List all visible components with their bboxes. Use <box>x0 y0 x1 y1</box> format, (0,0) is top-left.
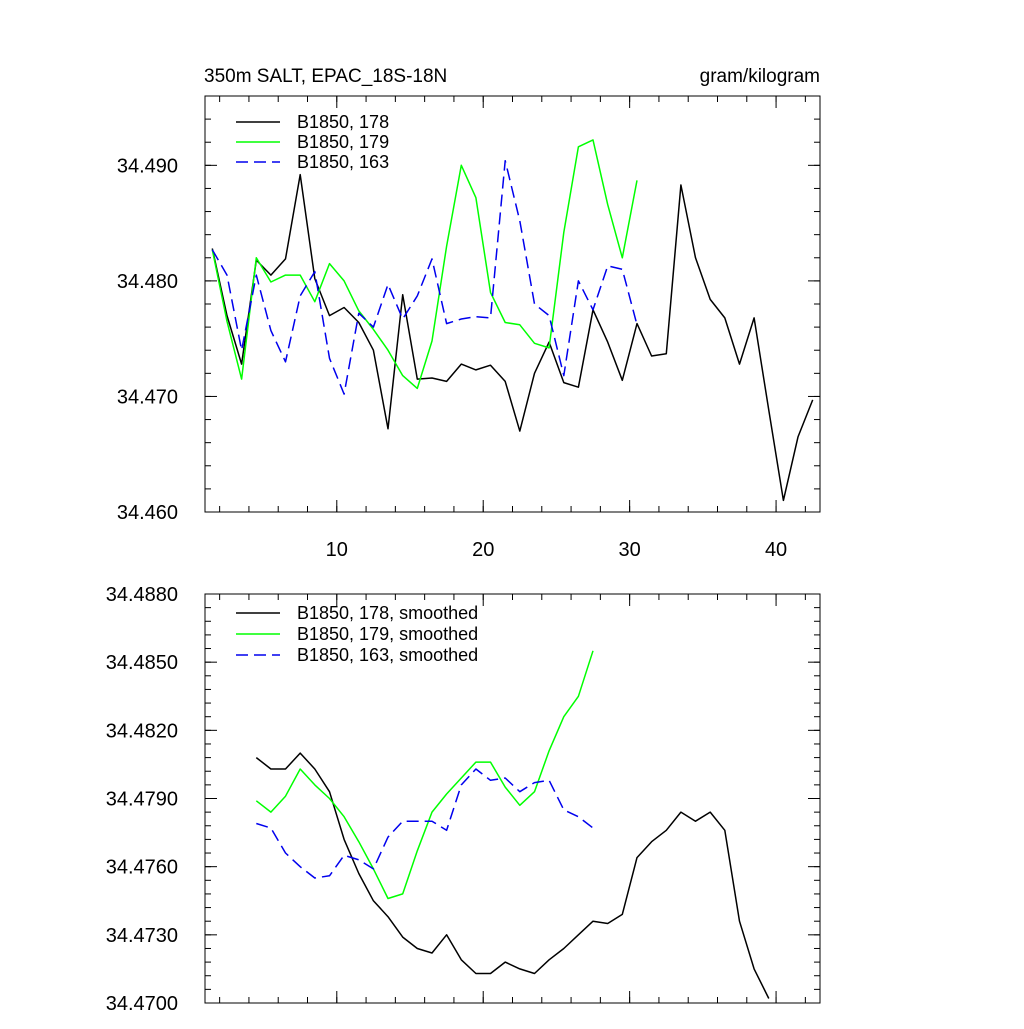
series-line-1 <box>255 752 770 999</box>
legend-label-2: B1850, 179, smoothed <box>297 624 478 644</box>
x-tick-label: 40 <box>765 539 787 561</box>
x-tick-label: 10 <box>326 539 348 561</box>
series-line-2 <box>211 139 638 390</box>
series-line-1 <box>211 173 814 502</box>
y-tick-label: 34.460 <box>117 502 178 524</box>
y-tick-label: 34.4730 <box>106 925 178 947</box>
top-panel-series <box>211 139 814 502</box>
top-panel: 350m SALT, EPAC_18S-18N gram/kilogram 34… <box>117 66 821 561</box>
y-tick-label: 34.4790 <box>106 789 178 811</box>
bottom-panel: 34.4700 34.4730 34.4760 34.4790 34.4820 34.48… <box>106 584 821 1015</box>
bottom-panel-y-tick-labels: 34.4700 34.4730 34.4760 34.4790 34.4820 34.48… <box>106 584 178 1015</box>
legend-label-3: B1850, 163 <box>297 152 389 172</box>
top-panel-units: gram/kilogram <box>700 66 820 87</box>
x-tick-label: 20 <box>472 539 494 561</box>
y-tick-label: 34.4820 <box>106 720 178 742</box>
y-tick-label: 34.470 <box>117 386 178 408</box>
series-line-3 <box>256 768 594 879</box>
top-panel-major-ticks <box>205 96 820 513</box>
series-line-2 <box>255 650 594 900</box>
y-tick-label: 34.4760 <box>106 857 178 879</box>
top-panel-x-tick-labels: 10 20 30 40 <box>326 539 788 561</box>
y-tick-label: 34.4880 <box>106 584 178 606</box>
y-tick-label: 34.490 <box>117 155 178 177</box>
legend-label-1: B1850, 178, smoothed <box>297 603 478 623</box>
legend-label-2: B1850, 179 <box>297 132 389 152</box>
x-tick-label: 30 <box>619 539 641 561</box>
top-panel-title: 350m SALT, EPAC_18S-18N <box>204 66 447 87</box>
top-panel-y-tick-labels: 34.460 34.470 34.480 34.490 <box>117 155 178 524</box>
bottom-panel-major-ticks <box>205 593 820 1004</box>
legend-label-3: B1850, 163, smoothed <box>297 645 478 665</box>
y-tick-label: 34.4850 <box>106 652 178 674</box>
legend-label-1: B1850, 178 <box>297 112 389 132</box>
bottom-panel-series <box>255 650 770 999</box>
series-line-3 <box>211 159 638 395</box>
y-tick-label: 34.4700 <box>106 993 178 1015</box>
y-tick-label: 34.480 <box>117 271 178 293</box>
